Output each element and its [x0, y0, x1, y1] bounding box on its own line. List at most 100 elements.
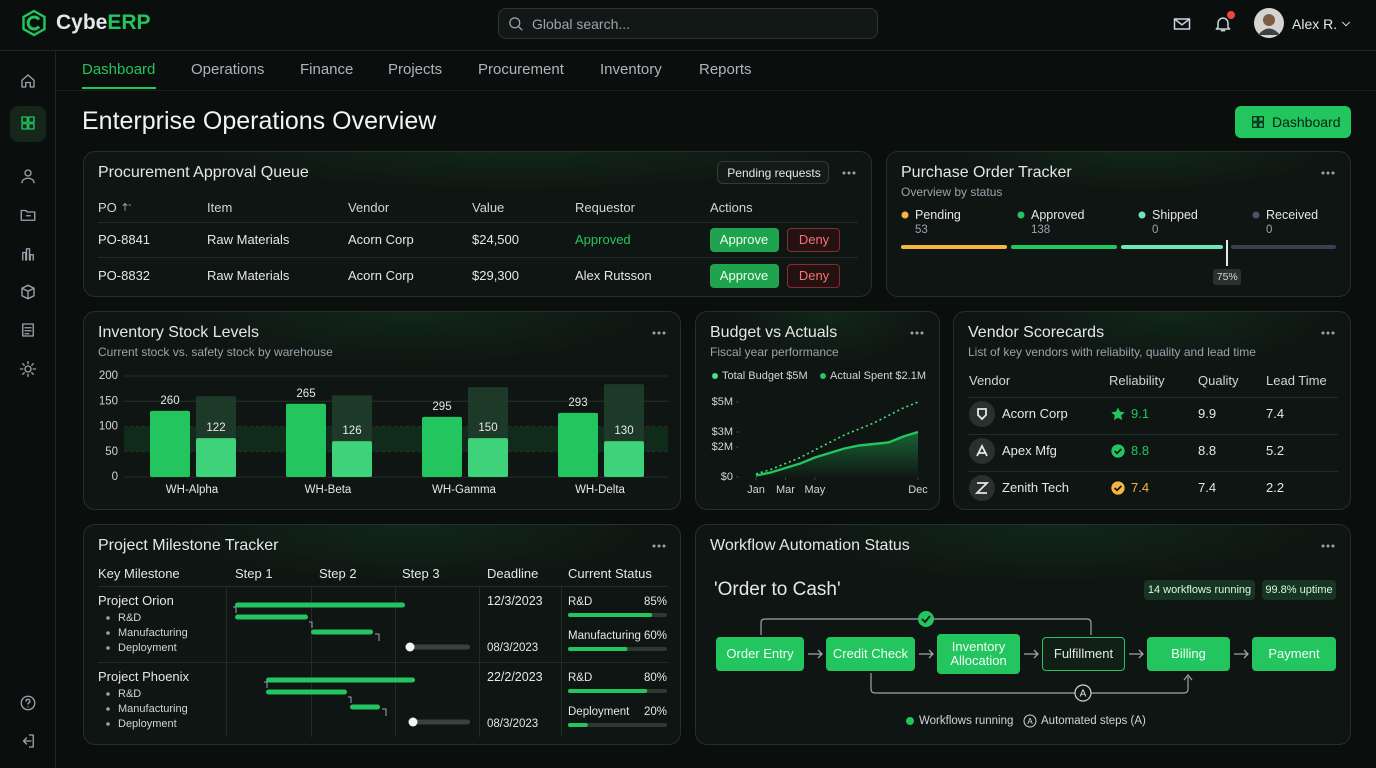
column-header: Requestor — [575, 200, 635, 215]
auto-node-label: A — [1080, 689, 1087, 700]
panel-title: Purchase Order Tracker — [901, 164, 1072, 181]
workflow-step[interactable]: Order Entry — [716, 637, 804, 671]
gantt-bar — [266, 689, 347, 695]
status-fill — [568, 723, 588, 727]
quality: 8.8 — [1198, 443, 1217, 458]
more-menu[interactable] — [652, 544, 666, 548]
more-menu[interactable] — [1321, 544, 1335, 548]
vendor-logo-glyph — [977, 408, 987, 421]
task-bullet — [106, 646, 110, 650]
line — [755, 430, 919, 477]
flow-arrow — [919, 649, 934, 659]
workflow-step[interactable]: Fulfillment — [1042, 637, 1125, 671]
lead-time: 7.4 — [1266, 406, 1285, 421]
deny-button[interactable]: Deny — [787, 264, 840, 288]
column-header: Quality — [1198, 373, 1239, 388]
task-bullet — [106, 692, 110, 696]
user-name[interactable]: Alex R. — [1292, 16, 1338, 32]
badge: Pending requests — [717, 161, 829, 184]
status-dot — [901, 211, 909, 219]
nav-logout[interactable] — [19, 732, 37, 750]
cell: PO-8832 — [98, 268, 151, 283]
status-count: 138 — [1031, 224, 1051, 236]
panel-subtitle: List of key vendors with reliabiity, qua… — [968, 345, 1256, 359]
deny-label: Deny — [798, 268, 830, 283]
approve-button[interactable]: Approve — [710, 228, 779, 252]
tab[interactable]: Procurement — [478, 61, 564, 78]
more-menu[interactable] — [910, 331, 924, 335]
tab[interactable]: Inventory — [600, 61, 662, 78]
logo-mark-inner — [26, 15, 41, 31]
column-header: Vendor — [969, 373, 1011, 388]
column-header: Step 2 — [319, 566, 357, 581]
nav-reports-glyph — [22, 248, 34, 261]
tab[interactable]: Finance — [300, 61, 354, 78]
workflow-step[interactable]: Credit Check — [826, 637, 915, 671]
status-badge-label: 99.8% uptime — [1265, 584, 1333, 596]
menu-dot — [842, 171, 846, 175]
nav-dashboard[interactable] — [19, 114, 37, 132]
workflow-step[interactable]: Inventory Allocation — [937, 634, 1020, 674]
mail-icon-glyph — [1173, 18, 1191, 30]
bar — [468, 438, 508, 477]
nav-files[interactable] — [19, 206, 37, 224]
status-dot — [1252, 211, 1260, 219]
status-dot-fill — [1138, 211, 1146, 219]
more-menu[interactable] — [842, 171, 856, 175]
gantt — [106, 602, 667, 727]
nav-documents[interactable] — [19, 321, 37, 339]
menu-dot — [847, 171, 851, 175]
tab[interactable]: Projects — [388, 61, 443, 78]
status-fill — [568, 647, 628, 651]
tab[interactable]: Reports — [699, 61, 752, 78]
check-badge — [1111, 444, 1125, 458]
tab[interactable]: Dashboard — [82, 61, 156, 78]
status-count: 53 — [915, 224, 928, 236]
gantt-connector — [375, 633, 380, 641]
header-button[interactable]: Dashboard — [1235, 106, 1351, 138]
tab[interactable]: Operations — [191, 61, 265, 78]
mail-icon[interactable] — [1172, 14, 1192, 34]
value-label: 126 — [342, 425, 361, 437]
more-menu[interactable] — [652, 331, 666, 335]
nav-inventory[interactable] — [19, 283, 37, 301]
inventory-chart: 0 50 100 150 200 260 265 295 293 122 126 150 130 WH-A… — [99, 370, 668, 496]
column-divider — [479, 587, 480, 737]
status-name: Received — [1266, 208, 1319, 222]
sort-icon[interactable] — [121, 201, 133, 213]
value-label: 150 — [478, 422, 497, 434]
tab-active-underline — [82, 87, 156, 89]
user-menu-chevron[interactable] — [1339, 17, 1353, 31]
search-box[interactable]: Global search... — [498, 8, 878, 39]
nav-help[interactable] — [19, 694, 37, 712]
workflow-step[interactable]: Payment — [1252, 637, 1336, 671]
status-dot-fill — [1017, 211, 1025, 219]
sort-icon-glyph — [122, 203, 131, 211]
row-divider — [968, 397, 1338, 398]
task-bullet — [106, 722, 110, 726]
workflow-step[interactable]: Billing — [1147, 637, 1230, 671]
deny-button[interactable]: Deny — [787, 228, 840, 252]
approve-button[interactable]: Approve — [710, 264, 779, 288]
gantt-bar — [311, 629, 373, 635]
nav-home[interactable] — [19, 72, 37, 90]
menu-dot — [1321, 544, 1325, 548]
more-menu[interactable] — [1321, 331, 1335, 335]
bar — [286, 403, 326, 477]
more-menu[interactable] — [1321, 171, 1335, 175]
vendor-logo — [969, 438, 995, 464]
cell: Acorn Corp — [348, 268, 414, 283]
menu-dot — [1321, 171, 1325, 175]
nav-settings[interactable] — [19, 360, 37, 378]
cell: Acorn Corp — [348, 232, 414, 247]
column-header: Step 3 — [402, 566, 440, 581]
notification-icon-glyph — [1215, 17, 1231, 32]
header-button-label: Dashboard — [1272, 114, 1341, 130]
avatar[interactable] — [1254, 8, 1284, 38]
nav-reports[interactable] — [19, 245, 37, 263]
task-bullet — [106, 707, 110, 711]
notification-icon[interactable] — [1213, 14, 1233, 34]
x-tick-label: WH-Alpha — [166, 484, 219, 496]
nav-users[interactable] — [19, 167, 37, 185]
column-header: Actions — [710, 200, 753, 215]
